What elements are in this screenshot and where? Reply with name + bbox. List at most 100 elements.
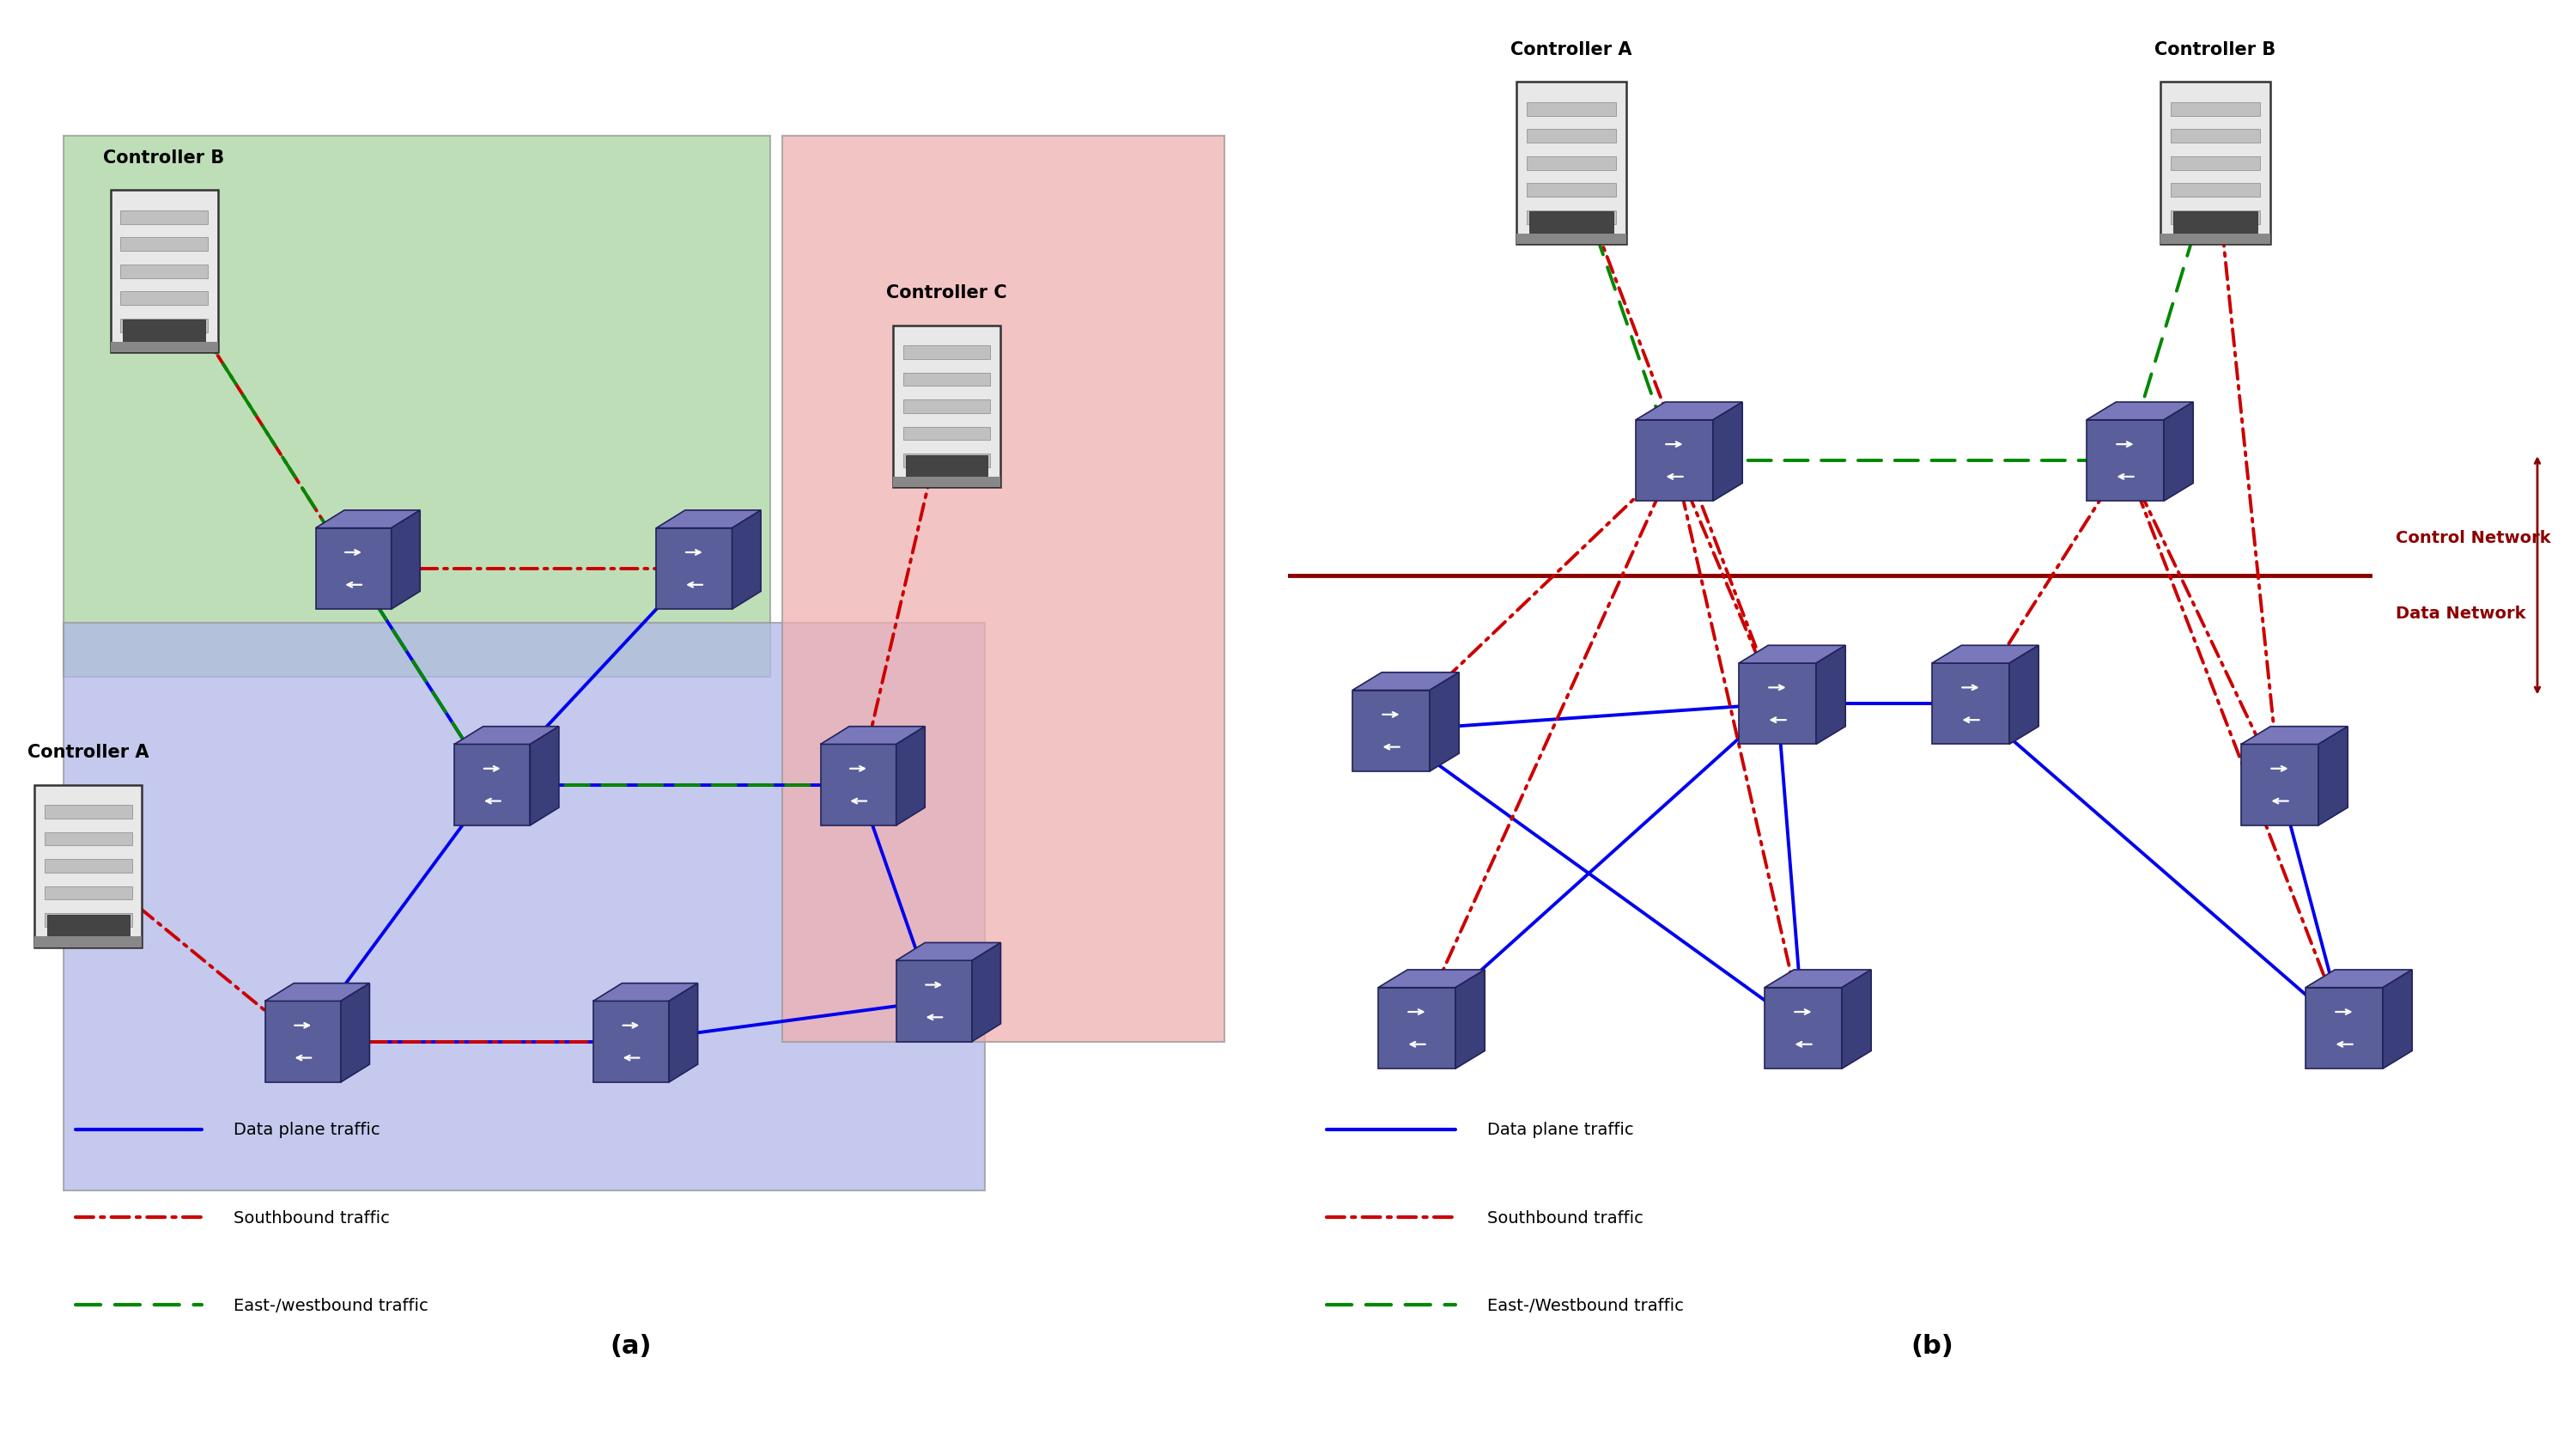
Bar: [46, 915, 129, 937]
Polygon shape: [1352, 673, 1458, 691]
Polygon shape: [1765, 987, 1842, 1069]
Bar: [44, 914, 131, 927]
Bar: [124, 320, 206, 342]
Polygon shape: [657, 510, 760, 529]
Bar: [904, 454, 989, 468]
Polygon shape: [1636, 402, 1741, 421]
Bar: [2174, 213, 2257, 234]
Text: Data plane traffic: Data plane traffic: [234, 1121, 381, 1138]
Text: Controller B: Controller B: [103, 149, 224, 167]
Polygon shape: [2087, 402, 2192, 421]
Text: (a): (a): [611, 1334, 652, 1358]
Polygon shape: [2164, 402, 2192, 502]
Text: Controller C: Controller C: [886, 285, 1007, 302]
Bar: [904, 374, 989, 387]
Polygon shape: [314, 510, 420, 529]
Polygon shape: [2241, 744, 2318, 826]
Bar: [1530, 213, 1613, 234]
Bar: [62, 137, 770, 677]
Bar: [121, 211, 209, 224]
Bar: [2172, 103, 2259, 116]
Bar: [894, 326, 999, 489]
Bar: [44, 887, 131, 900]
Bar: [2161, 83, 2269, 244]
Polygon shape: [592, 983, 698, 1002]
Polygon shape: [340, 983, 368, 1082]
Bar: [1517, 83, 1625, 244]
Polygon shape: [732, 510, 760, 609]
Text: Control Network: Control Network: [2396, 530, 2550, 546]
Polygon shape: [2306, 987, 2383, 1069]
Polygon shape: [657, 529, 732, 609]
Polygon shape: [670, 983, 698, 1082]
Polygon shape: [1932, 664, 2009, 744]
Text: Data plane traffic: Data plane traffic: [1489, 1121, 1633, 1138]
Polygon shape: [1842, 970, 1870, 1069]
Text: Controller A: Controller A: [1510, 42, 1633, 59]
Polygon shape: [1455, 970, 1484, 1069]
Bar: [44, 805, 131, 819]
Text: Southbound traffic: Southbound traffic: [234, 1210, 389, 1226]
Text: (b): (b): [1911, 1334, 1953, 1358]
Bar: [2172, 184, 2259, 197]
Polygon shape: [1430, 673, 1458, 772]
Polygon shape: [896, 961, 971, 1042]
Polygon shape: [453, 744, 531, 826]
Polygon shape: [819, 744, 896, 826]
Polygon shape: [1739, 664, 1816, 744]
Text: Data Network: Data Network: [2396, 605, 2524, 622]
Bar: [111, 342, 219, 354]
Polygon shape: [819, 727, 925, 744]
Bar: [1528, 131, 1615, 144]
Polygon shape: [2318, 727, 2347, 826]
Polygon shape: [531, 727, 559, 826]
Polygon shape: [2087, 421, 2164, 502]
Bar: [894, 477, 999, 489]
Text: East-/Westbound traffic: East-/Westbound traffic: [1489, 1298, 1685, 1313]
Polygon shape: [2383, 970, 2411, 1069]
Polygon shape: [896, 727, 925, 826]
Bar: [44, 859, 131, 872]
Polygon shape: [392, 510, 420, 609]
Polygon shape: [453, 727, 559, 744]
Bar: [904, 401, 989, 414]
Bar: [62, 624, 984, 1190]
Bar: [904, 427, 989, 441]
Polygon shape: [592, 1002, 670, 1082]
Text: Controller A: Controller A: [28, 744, 149, 760]
Bar: [2161, 234, 2269, 244]
Bar: [111, 191, 219, 354]
Bar: [2172, 211, 2259, 224]
Polygon shape: [265, 983, 368, 1002]
Polygon shape: [1765, 970, 1870, 987]
Text: Controller B: Controller B: [2154, 42, 2277, 59]
Bar: [121, 239, 209, 251]
Bar: [44, 832, 131, 846]
Bar: [904, 346, 989, 359]
Polygon shape: [896, 943, 999, 961]
Bar: [1528, 211, 1615, 224]
Polygon shape: [1378, 970, 1484, 987]
Text: East-/westbound traffic: East-/westbound traffic: [234, 1298, 428, 1313]
Bar: [2172, 131, 2259, 144]
Text: Southbound traffic: Southbound traffic: [1489, 1210, 1643, 1226]
Polygon shape: [1713, 402, 1741, 502]
Polygon shape: [265, 1002, 340, 1082]
Bar: [121, 264, 209, 279]
Polygon shape: [1352, 691, 1430, 772]
Polygon shape: [2241, 727, 2347, 744]
Bar: [1528, 184, 1615, 197]
Bar: [33, 937, 142, 947]
Polygon shape: [1636, 421, 1713, 502]
Bar: [1528, 157, 1615, 171]
Polygon shape: [314, 529, 392, 609]
Polygon shape: [2009, 645, 2038, 744]
Bar: [1517, 234, 1625, 244]
Polygon shape: [1932, 645, 2038, 664]
Bar: [2172, 157, 2259, 171]
Bar: [33, 785, 142, 947]
Bar: [907, 456, 987, 477]
Polygon shape: [2306, 970, 2411, 987]
Polygon shape: [1816, 645, 1844, 744]
Bar: [121, 319, 209, 333]
